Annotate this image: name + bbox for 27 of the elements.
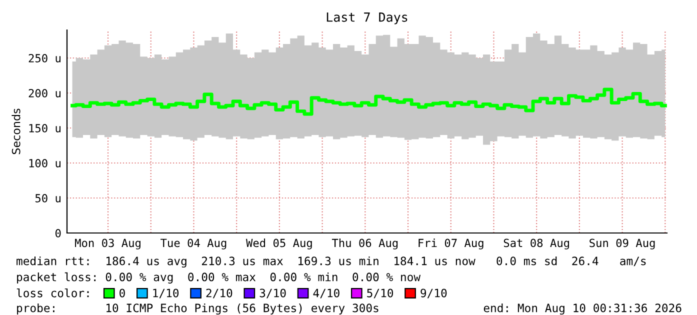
text: probe: 10 ICMP Echo Pings (56 Bytes) every 300s bbox=[17, 303, 378, 315]
x-tick-label: Sat 08 Aug bbox=[504, 238, 569, 250]
x-tick-label: Mon 03 Aug bbox=[75, 238, 140, 250]
legend-label: 9/10 bbox=[420, 288, 447, 298]
y-tick-label: 200 u bbox=[28, 89, 60, 98]
legend-label: 1/10 bbox=[153, 288, 179, 298]
x-tick-label: Tue 04 Aug bbox=[160, 238, 226, 250]
text: median rtt: 186.4 us avg 210.3 us max 169.3 us min 184.1 us now 0.0 ms sd 26.4 am/s bbox=[16, 256, 646, 268]
x-tick-label: Thu 06 Aug bbox=[332, 238, 398, 250]
x-tick-label: Fri 07 Aug bbox=[418, 238, 484, 250]
legend-label: 5/10 bbox=[367, 288, 394, 298]
text: packet loss: 0.00 % avg 0.00 % max 0.00 % min 0.00 % now bbox=[17, 272, 421, 284]
y-tick-label: 150 u bbox=[29, 124, 60, 132]
legend-label: 4/10 bbox=[313, 288, 340, 298]
text: end: Mon Aug 10 00:31:36 2026 bbox=[484, 303, 682, 315]
legend-label: 2/10 bbox=[206, 288, 232, 298]
y-tick-label: 0 bbox=[55, 229, 61, 238]
y-tick-label: 50 u bbox=[35, 194, 60, 202]
y-tick-label: 100 u bbox=[29, 159, 60, 168]
y-axis-title: Seconds bbox=[12, 108, 20, 154]
legend-label: 3/10 bbox=[260, 288, 286, 298]
chart-title: Last 7 Days bbox=[326, 12, 408, 24]
legend-title: loss color: bbox=[16, 288, 89, 298]
x-tick-label: Sun 09 Aug bbox=[590, 238, 655, 250]
legend-label: 0 bbox=[120, 288, 125, 298]
x-tick-label: Wed 05 Aug bbox=[246, 238, 312, 250]
y-tick-label: 250 u bbox=[28, 54, 60, 62]
